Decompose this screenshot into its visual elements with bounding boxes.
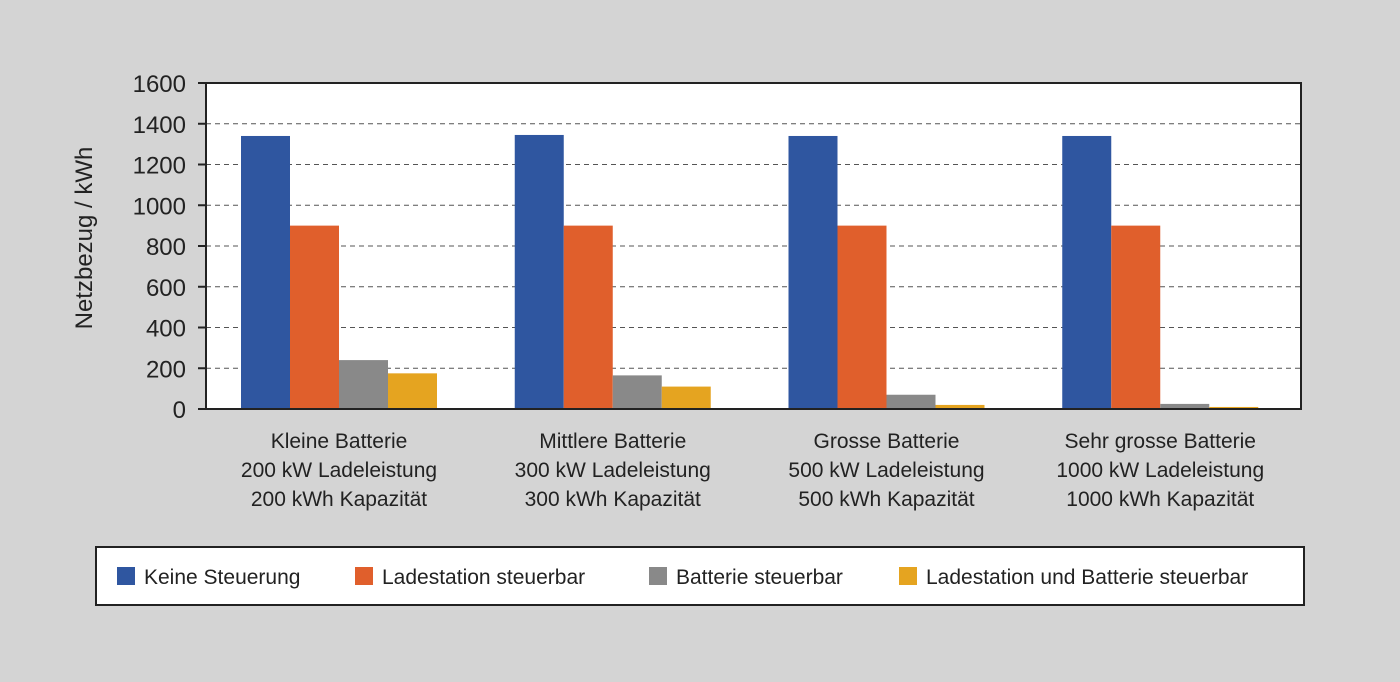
bar: [514, 134, 564, 410]
legend-swatch: [899, 567, 917, 585]
y-axis-ticks: 0 200 400 600 800 1000 1200 1400 1600: [133, 71, 206, 424]
bar: [388, 373, 437, 409]
bar: [1209, 406, 1259, 409]
y-tick-label: 1200: [133, 153, 186, 180]
legend-label: Keine Steuerung: [144, 566, 300, 589]
category-label: 500 kW Ladeleistung: [788, 459, 984, 482]
legend-label: Batterie steuerbar: [676, 566, 843, 589]
category-label: 300 kWh Kapazität: [525, 488, 701, 511]
category-label: Kleine Batterie: [271, 430, 408, 453]
bar: [339, 360, 388, 409]
bar: [241, 135, 290, 409]
y-tick-label: 0: [173, 397, 186, 424]
category-label: Grosse Batterie: [814, 430, 960, 453]
bar: [788, 135, 838, 409]
legend-swatch: [355, 567, 373, 585]
category-label: 500 kWh Kapazität: [798, 488, 974, 511]
bar: [1160, 403, 1210, 409]
category-label: 1000 kWh Kapazität: [1066, 488, 1254, 511]
bar: [290, 225, 339, 409]
category-label: Mittlere Batterie: [539, 430, 686, 453]
y-tick-label: 600: [146, 275, 186, 302]
y-tick-label: 1000: [133, 193, 186, 220]
bar: [935, 404, 985, 409]
y-tick-label: 800: [146, 234, 186, 261]
y-tick-label: 1600: [133, 71, 186, 98]
bar: [1111, 225, 1161, 409]
bars: [241, 134, 1259, 410]
y-tick-label: 200: [146, 356, 186, 383]
bar: [837, 225, 887, 409]
legend-box: [95, 546, 1305, 606]
bar: [612, 375, 662, 409]
legend-swatch: [117, 567, 135, 585]
category-label: Sehr grosse Batterie: [1065, 430, 1256, 453]
bar: [886, 394, 936, 409]
bar: [661, 386, 711, 409]
bar: [563, 225, 613, 409]
legend-swatch: [649, 567, 667, 585]
legend-label: Ladestation steuerbar: [382, 566, 585, 589]
category-label: 300 kW Ladeleistung: [515, 459, 711, 482]
y-tick-label: 1400: [133, 112, 186, 139]
category-labels: Kleine Batterie 200 kW Ladeleistung 200 kW…: [241, 430, 1264, 511]
category-label: 200 kWh Kapazität: [251, 488, 427, 511]
category-label: 1000 kW Ladeleistung: [1056, 459, 1264, 482]
y-tick-label: 400: [146, 316, 186, 343]
bar: [1062, 135, 1112, 409]
legend-label: Ladestation und Batterie steuerbar: [926, 566, 1248, 589]
y-axis-label: Netzbezug / kWh: [71, 147, 98, 330]
legend: Keine Steuerung Ladestation steuerbar Batt…: [117, 566, 1248, 589]
category-label: 200 kW Ladeleistung: [241, 459, 437, 482]
